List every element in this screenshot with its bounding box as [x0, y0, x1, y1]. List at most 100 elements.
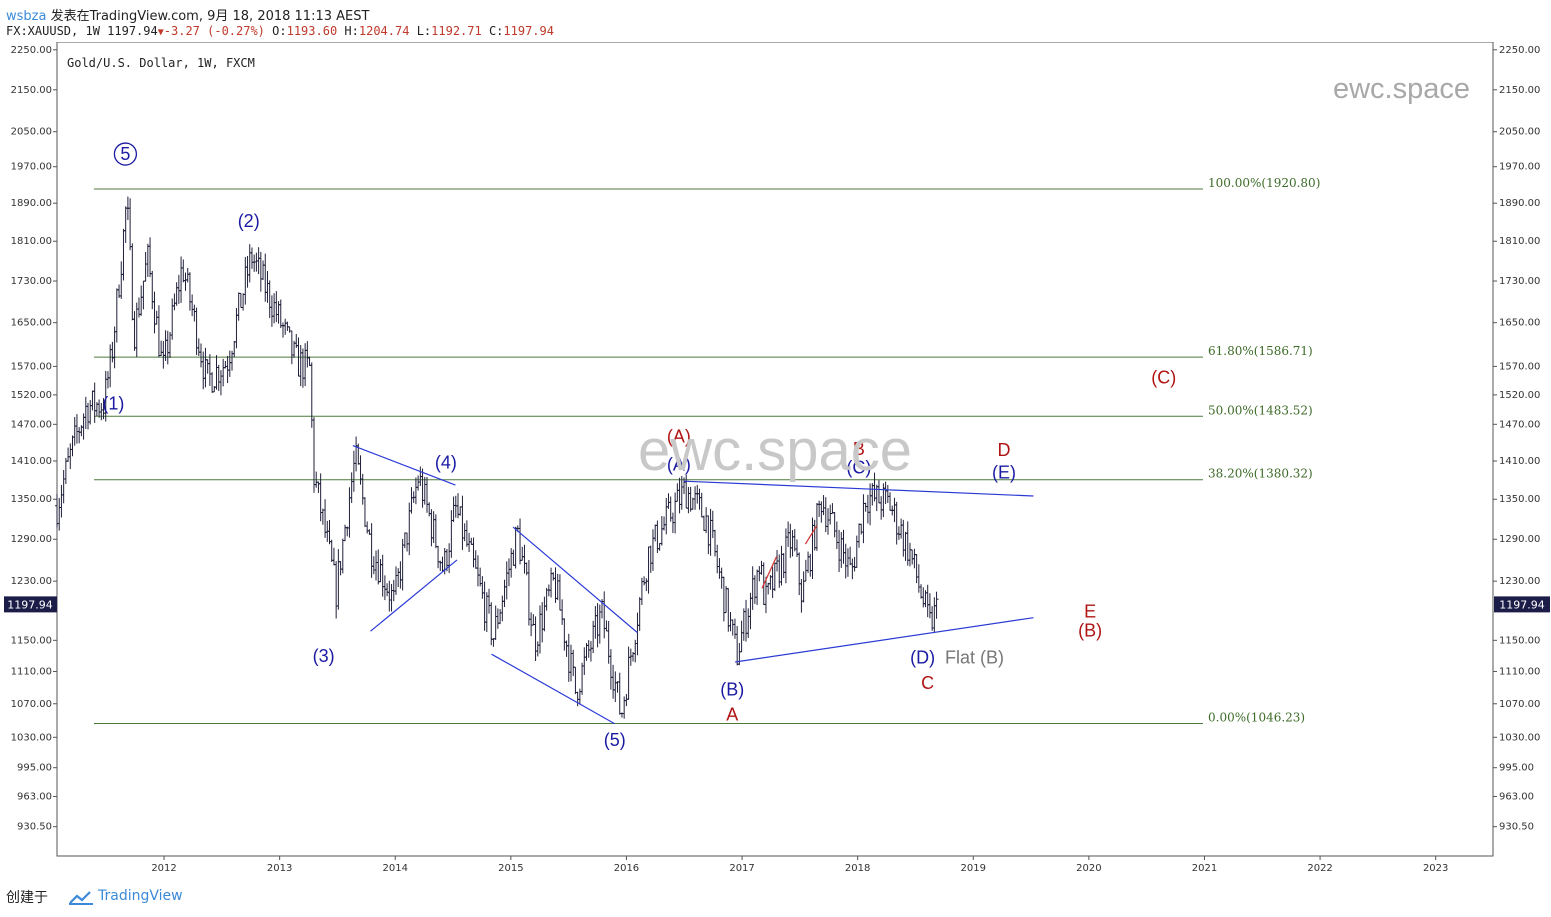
y-tick-label-left: 1810.00: [11, 236, 52, 247]
wave-label: (4): [435, 453, 457, 473]
y-tick-label-left: 995.00: [17, 763, 52, 774]
y-tick-label-left: 1150.00: [11, 635, 52, 646]
y-tick-label-right: 930.50: [1499, 822, 1534, 833]
x-tick-label: 2015: [498, 863, 523, 874]
x-tick-label: 2017: [729, 863, 754, 874]
publish-line: wsbza 发表在TradingView.com, 9月 18, 2018 11…: [6, 5, 369, 24]
red-wave-segment: [804, 525, 818, 545]
tradingview-cloud-icon: [69, 891, 93, 905]
ohlc-legend: FX:XAUUSD, 1W 1197.94▼-3.27 (-0.27%) O:1…: [6, 24, 554, 38]
y-tick-label-right: 1890.00: [1499, 198, 1540, 209]
made-with-label: 创建于: [6, 890, 48, 906]
y-tick-label-right: 1070.00: [1499, 699, 1540, 710]
footer: 创建于 TradingView: [0, 880, 1551, 917]
tradingview-brand-link[interactable]: TradingView: [98, 888, 183, 904]
x-tick-label: 2022: [1307, 863, 1332, 874]
wave-label: (3): [313, 646, 335, 666]
username-link[interactable]: wsbza: [6, 9, 47, 24]
fib-level-label: 50.00%(1483.52): [1208, 403, 1313, 417]
red-wave-segment: [761, 556, 778, 589]
x-tick-label: 2019: [961, 863, 986, 874]
y-tick-label-left: 1410.00: [11, 456, 52, 467]
y-tick-label-right: 2050.00: [1499, 127, 1540, 138]
y-tick-label-right: 2250.00: [1499, 45, 1540, 56]
wave-label-circle: [113, 142, 138, 166]
fibonacci-levels[interactable]: 100.00%(1920.80) 61.80%(1586.71) 50.00%(14…: [94, 176, 1320, 725]
trendline: [683, 480, 1034, 497]
x-tick-label: 2014: [383, 863, 408, 874]
y-tick-label-left: 1730.00: [11, 276, 52, 287]
y-tick-label-right: 2150.00: [1499, 85, 1540, 96]
wave-label: (A): [667, 454, 691, 474]
y-tick-label-left: 1110.00: [11, 666, 52, 677]
plot-frame: [56, 42, 1494, 857]
y-tick-label-right: 995.00: [1499, 763, 1534, 774]
wave-label: (E): [992, 463, 1016, 483]
x-tick-label: 2016: [614, 863, 639, 874]
y-tick-label-right: 1110.00: [1499, 666, 1540, 677]
watermark-small: ewc.space: [1333, 73, 1470, 105]
wave-label: (C): [846, 458, 871, 478]
open-value: 1193.60: [286, 24, 338, 38]
y-tick-label-left: 1230.00: [11, 576, 52, 587]
high-value: 1204.74: [358, 24, 410, 38]
low-value: 1192.71: [431, 24, 482, 38]
ohlc-bar: [934, 591, 939, 619]
price-change: -3.27 (-0.27%): [163, 24, 265, 38]
trendlines[interactable]: [352, 444, 1034, 725]
y-tick-label-left: 1070.00: [11, 699, 52, 710]
wave-label: (1): [102, 393, 124, 413]
wave-label: (2): [238, 211, 260, 231]
y-axis: 2250.00 2250.00 2150.00 2150.00 2050.00 2050.…: [11, 45, 1541, 833]
y-tick-label-left: 1350.00: [11, 494, 52, 505]
y-tick-label-left: 1470.00: [11, 419, 52, 430]
fib-level-label: 100.00%(1920.80): [1208, 176, 1320, 190]
y-tick-label-left: 1290.00: [11, 534, 52, 545]
wave-label: (B): [720, 680, 744, 700]
y-tick-label-left: 1520.00: [11, 390, 52, 401]
wave-label: (D): [910, 648, 935, 668]
wave-label: (A): [667, 426, 691, 446]
down-triangle-icon: ▼: [157, 27, 164, 38]
ohlc-bars: [55, 196, 939, 719]
x-tick-label: 2023: [1423, 863, 1448, 874]
x-tick-label: 2018: [845, 863, 870, 874]
y-tick-label-right: 1520.00: [1499, 390, 1540, 401]
wave-label: 5: [120, 144, 130, 164]
y-tick-label-left: 1030.00: [11, 732, 52, 743]
open-label: O:: [272, 24, 287, 38]
y-tick-label-left: 1650.00: [11, 318, 52, 329]
fib-level-label: 38.20%(1380.32): [1208, 467, 1313, 481]
last-price-markers: 1197.94 1197.94: [4, 596, 1550, 613]
y-tick-label-right: 1730.00: [1499, 276, 1540, 287]
last-price-tag-right: [1494, 596, 1550, 613]
wave-label: (5): [604, 730, 626, 750]
y-tick-label-left: 930.50: [17, 822, 52, 833]
y-tick-label-left: 963.00: [17, 791, 52, 802]
y-tick-label-right: 1290.00: [1499, 534, 1540, 545]
last-price-tag-left: [4, 596, 57, 613]
y-tick-label-right: 1410.00: [1499, 456, 1540, 467]
trendline: [352, 444, 456, 486]
y-tick-label-right: 1650.00: [1499, 318, 1540, 329]
y-tick-label-right: 1470.00: [1499, 419, 1540, 430]
y-tick-label-right: 1350.00: [1499, 494, 1540, 505]
close-label: C:: [488, 24, 504, 38]
y-tick-label-right: 1150.00: [1499, 635, 1540, 646]
y-tick-label-right: 1570.00: [1499, 361, 1540, 372]
x-axis: 2012 2013 2014 2015 2016 2017 2018 2019 2020 2021…: [151, 856, 1448, 874]
price-chart[interactable]: 2250.00 2250.00 2150.00 2150.00 2050.00 2050.…: [0, 42, 1551, 880]
trendline: [370, 559, 458, 632]
wave-label: B: [853, 439, 865, 459]
wave-label: C: [921, 673, 934, 693]
trendline: [491, 653, 616, 725]
last-price-tag-right-text: 1197.94: [1499, 598, 1545, 611]
y-tick-label-left: 1890.00: [11, 198, 52, 209]
y-tick-label-right: 1970.00: [1499, 162, 1540, 173]
wave-label: A: [726, 704, 738, 724]
watermark-large: ewc.space: [638, 418, 912, 483]
y-tick-label-right: 1810.00: [1499, 236, 1540, 247]
last-price-tag-left-text: 1197.94: [7, 598, 53, 611]
published-text: 发表在TradingView.com, 9月 18, 2018 11:13 AE…: [50, 9, 370, 24]
fib-level-label: 61.80%(1586.71): [1208, 344, 1313, 358]
